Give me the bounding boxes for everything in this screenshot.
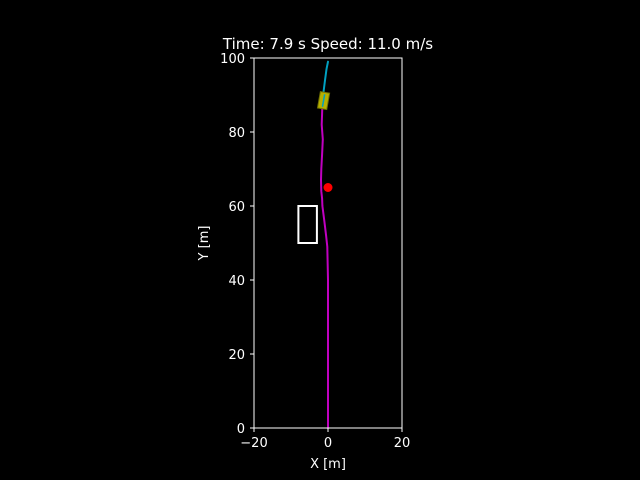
vehicle-heading-line — [321, 94, 326, 107]
x-tick-label: −20 — [240, 436, 267, 451]
data-layer — [297, 60, 333, 429]
y-tick-label: 20 — [228, 348, 245, 363]
x-axis-label: X [m] — [310, 457, 346, 472]
x-tick-label: 20 — [394, 436, 411, 451]
y-tick-label: 40 — [228, 274, 245, 289]
x-axis-ticks: −20 0 20 — [240, 428, 410, 451]
target-point-marker — [323, 183, 333, 192]
obstacle-box — [297, 205, 318, 244]
y-tick-label: 0 — [237, 422, 245, 437]
driven-path-line — [320, 101, 329, 429]
x-tick-label: 0 — [324, 436, 332, 451]
y-tick-label: 60 — [228, 200, 245, 215]
y-axis-ticks: 0 20 40 60 80 100 — [220, 52, 254, 437]
y-tick-label: 100 — [220, 52, 245, 67]
plot-title: Time: 7.9 s Speed: 11.0 m/s — [222, 35, 433, 53]
y-axis-label: Y [m] — [197, 226, 212, 262]
vehicle — [316, 90, 331, 111]
y-tick-label: 80 — [228, 126, 245, 141]
